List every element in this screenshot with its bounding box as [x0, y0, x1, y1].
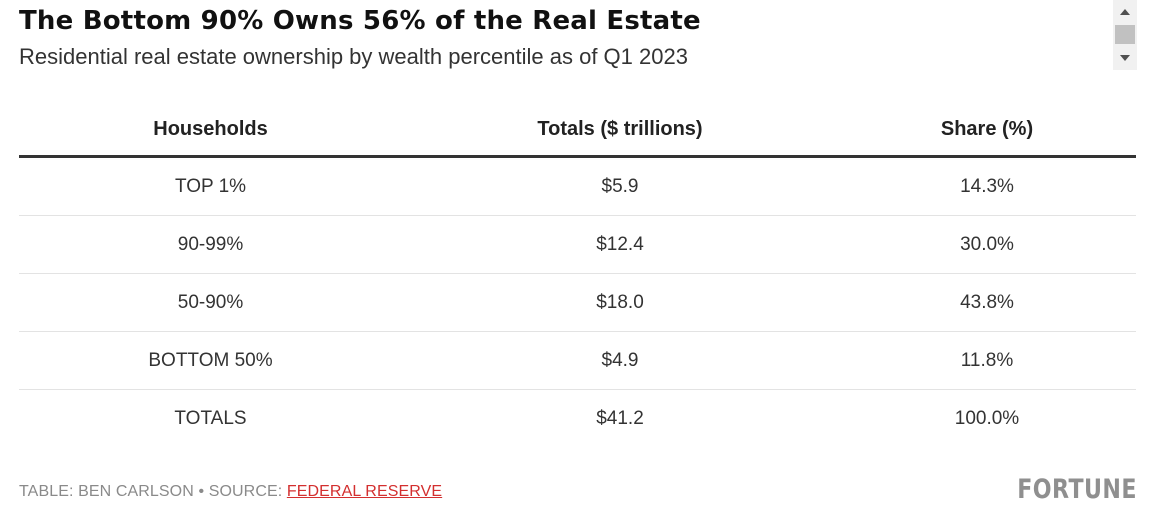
arrow-down-icon [1120, 55, 1130, 61]
table-credit: TABLE: BEN CARLSON [19, 483, 194, 500]
share-cell: 30.0% [960, 234, 1014, 255]
share-cell: 14.3% [960, 176, 1014, 197]
footer-separator: • [198, 483, 205, 500]
ownership-table: Households Totals ($ trillions) Share (%… [19, 100, 1136, 447]
total-cell: $12.4 [596, 234, 644, 255]
source-footer: TABLE: BEN CARLSON • SOURCE: FEDERAL RES… [19, 481, 442, 503]
vertical-scrollbar[interactable] [1113, 0, 1137, 70]
fortune-logo: FORTUNE [1017, 474, 1137, 505]
total-cell: $4.9 [601, 350, 639, 371]
households-cell: TOP 1% [174, 176, 247, 197]
total-cell: $41.2 [596, 408, 644, 429]
source-label: SOURCE: [208, 483, 283, 500]
chart-title: The Bottom 90% Owns 56% of the Real Esta… [19, 6, 701, 36]
column-header-totals: Totals ($ trillions) [537, 118, 703, 140]
households-cell: TOTALS [174, 408, 247, 429]
households-cell: BOTTOM 50% [148, 350, 273, 371]
scroll-up-button[interactable] [1113, 2, 1137, 22]
table-row: TOP 1% $5.9 14.3% [19, 158, 1136, 216]
share-cell: 43.8% [960, 292, 1014, 313]
table-row: BOTTOM 50% $4.9 11.8% [19, 332, 1136, 390]
share-cell: 100.0% [954, 408, 1020, 429]
table-header-row: Households Totals ($ trillions) Share (%… [19, 100, 1136, 158]
households-cell: 90-99% [177, 234, 244, 255]
table-row: 50-90% $18.0 43.8% [19, 274, 1136, 332]
arrow-up-icon [1120, 9, 1130, 15]
table-row: 90-99% $12.4 30.0% [19, 216, 1136, 274]
column-header-share: Share (%) [940, 118, 1034, 140]
total-cell: $5.9 [601, 176, 639, 197]
share-cell: 11.8% [960, 350, 1014, 371]
chart-subtitle: Residential real estate ownership by wea… [19, 44, 688, 69]
households-cell: 50-90% [177, 292, 244, 313]
source-link[interactable]: FEDERAL RESERVE [286, 483, 443, 500]
column-header-households: Households [153, 118, 268, 140]
total-cell: $18.0 [596, 292, 644, 313]
scroll-down-button[interactable] [1113, 48, 1137, 68]
scrollbar-thumb[interactable] [1115, 25, 1135, 44]
table-row-totals: TOTALS $41.2 100.0% [19, 390, 1136, 447]
